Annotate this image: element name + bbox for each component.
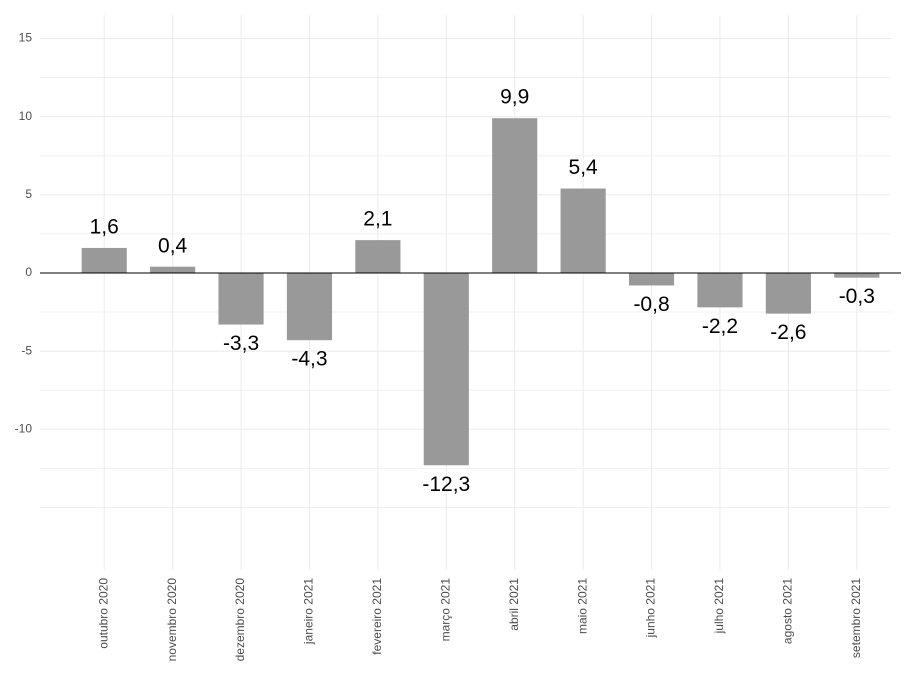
y-tick-label: -5: [21, 343, 32, 357]
value-label: 9,9: [500, 86, 529, 109]
x-tick-label: junho 2021: [644, 578, 658, 639]
y-tick-label: 10: [19, 109, 33, 123]
x-tick-label: janeiro 2021: [302, 578, 316, 645]
bar: [423, 272, 469, 466]
value-label: -4,3: [291, 348, 327, 371]
bar: [560, 188, 606, 273]
value-label: -0,8: [633, 293, 669, 316]
value-label: 5,4: [569, 156, 599, 179]
value-label: 0,4: [158, 234, 188, 257]
bar: [492, 118, 538, 273]
x-tick-label: maio 2021: [575, 578, 589, 634]
bar: [628, 272, 675, 286]
x-tick-label: outubro 2020: [96, 578, 110, 649]
y-tick-label: -10: [15, 421, 33, 435]
x-tick-label: agosto 2021: [781, 578, 795, 644]
x-tick-label: março 2021: [438, 578, 452, 642]
x-tick-label: novembro 2020: [165, 578, 179, 662]
value-label: 2,1: [363, 208, 392, 231]
value-label: -2,2: [702, 315, 738, 338]
value-label: -12,3: [422, 473, 470, 496]
bar: [355, 240, 401, 273]
bar: [834, 272, 880, 278]
bar: [218, 272, 264, 325]
y-tick-label: 15: [19, 31, 33, 45]
y-tick-label: 5: [25, 187, 32, 201]
bar: [697, 272, 743, 308]
value-label: -3,3: [223, 332, 259, 355]
y-tick-label: 0: [25, 265, 32, 279]
x-tick-label: fevereiro 2021: [370, 578, 384, 655]
bar: [150, 266, 196, 273]
value-label: -2,6: [770, 321, 806, 344]
x-tick-label: setembro 2021: [849, 578, 863, 658]
x-tick-label: julho 2021: [712, 578, 726, 635]
bar: [286, 272, 333, 341]
value-label: -0,3: [839, 285, 875, 308]
bar: [81, 247, 127, 273]
x-tick-label: dezembro 2020: [233, 578, 247, 662]
bar: [765, 272, 811, 314]
x-tick-label: abril 2021: [507, 578, 521, 631]
value-label: 1,6: [90, 215, 119, 238]
